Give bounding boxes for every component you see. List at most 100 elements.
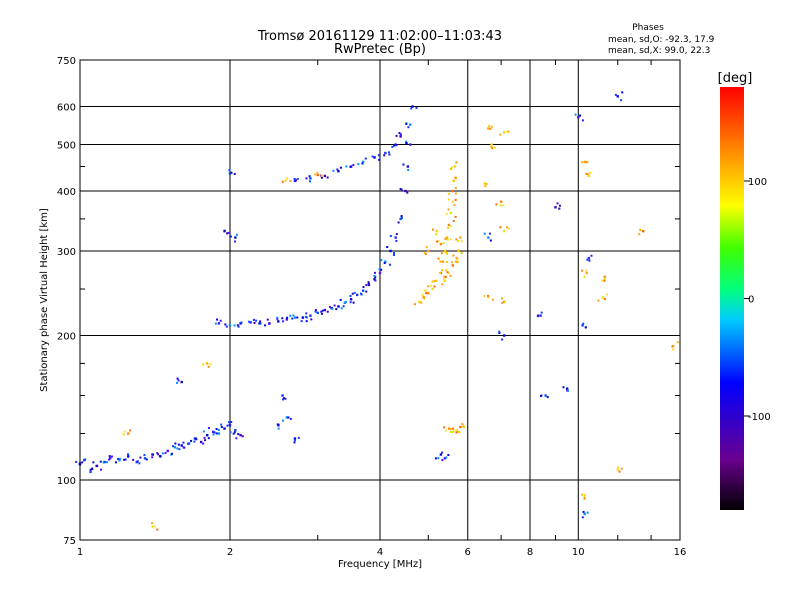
data-point [539,314,542,317]
data-point [75,460,78,463]
data-point [349,294,352,297]
data-point [235,233,238,236]
data-point [305,312,308,315]
data-point [135,460,138,464]
data-point [229,235,232,238]
data-point [233,431,236,434]
data-point [127,455,130,458]
colorbar-tick-label: 0 [748,295,754,306]
data-point [434,457,437,460]
data-point [454,177,457,180]
data-point [337,169,340,173]
data-point [236,324,239,327]
data-point [443,457,447,460]
data-point [145,458,148,461]
data-point [284,397,287,400]
data-point [228,172,232,175]
data-point [487,296,490,299]
data-point [207,427,210,430]
data-point [320,312,323,315]
data-point [116,457,119,460]
data-point [434,279,437,282]
data-point [490,125,493,128]
data-point [226,424,229,427]
data-point [89,468,92,471]
data-point [215,428,218,431]
data-point [439,242,443,246]
data-point [446,238,449,241]
data-point [456,261,459,264]
data-point [586,511,589,514]
data-point [310,318,313,321]
data-point [445,236,449,239]
data-point [489,239,492,242]
data-point [204,439,207,442]
data-point [638,233,641,236]
data-point [587,174,591,178]
data-point [427,285,430,288]
data-point [332,169,335,172]
x-tick-label: 8 [527,547,533,558]
y-tick-label: 200 [57,332,76,343]
data-point [394,236,397,239]
data-point [582,322,585,325]
chart-title: Tromsø 20161129 11:02:00–11:03:43 [257,29,502,44]
data-point [388,263,391,266]
data-point [123,430,126,433]
data-point [234,236,237,239]
data-point [393,144,396,147]
plot-grid [79,59,681,541]
data-point [406,165,409,168]
data-point [386,246,389,249]
data-point [447,271,451,275]
data-point [237,325,240,328]
data-point [166,449,169,453]
data-point [446,271,449,274]
data-point [364,157,367,160]
data-point [483,232,486,235]
data-point [367,282,370,285]
data-point [367,281,370,284]
data-point [99,460,102,463]
x-axis-label: Frequency [MHz] [338,559,422,570]
data-point [433,285,436,288]
data-point [127,432,130,435]
data-point [425,246,428,249]
data-point [177,443,180,446]
data-point [362,286,365,289]
data-point [276,318,279,321]
data-point [442,241,445,244]
data-point [581,324,584,327]
data-point [445,269,448,272]
data-point [395,233,398,236]
data-point [151,522,154,525]
data-point [405,140,408,143]
data-point [420,301,423,304]
data-point [507,130,510,133]
data-point [384,151,387,155]
data-point [581,269,584,272]
data-point [585,172,588,175]
data-point [239,433,242,437]
data-point [176,447,179,450]
data-point [316,173,319,177]
data-point [320,310,323,313]
data-point [300,320,303,323]
data-point [118,457,121,460]
data-point [84,458,87,461]
data-point [487,236,490,239]
data-point [413,303,416,306]
data-point [96,464,99,467]
data-point [399,135,402,138]
data-point [224,323,227,326]
data-point [331,307,334,310]
data-point [605,293,608,296]
data-point [217,428,220,431]
data-point [143,453,146,456]
data-point [378,158,381,161]
data-point [447,454,450,457]
data-point [502,334,506,337]
data-point [183,446,186,449]
data-point [455,256,458,260]
